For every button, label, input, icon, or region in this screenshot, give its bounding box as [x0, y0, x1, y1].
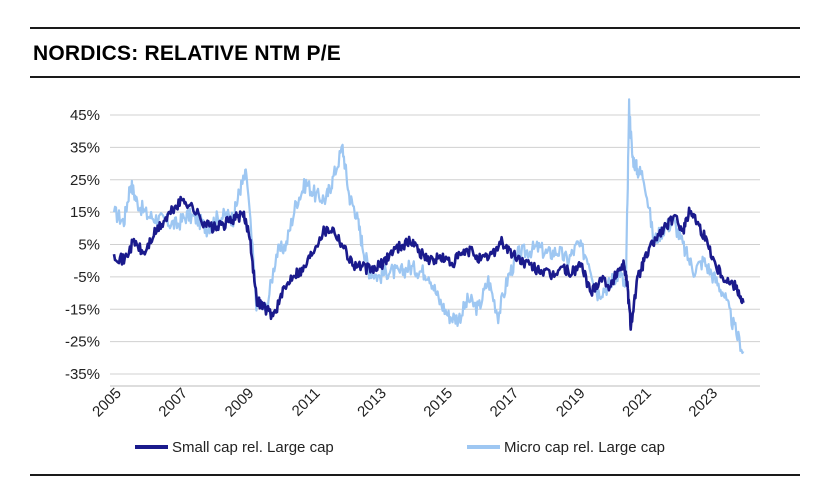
y-tick-label: -35%	[65, 366, 100, 383]
top-rule	[30, 27, 800, 29]
x-tick-label: 2017	[487, 385, 523, 421]
y-tick-label: -15%	[65, 301, 100, 318]
y-tick-label: 5%	[78, 237, 100, 254]
x-tick-label: 2007	[155, 385, 191, 421]
chart-title: NORDICS: RELATIVE NTM P/E	[33, 42, 341, 65]
y-tick-label: 35%	[70, 139, 100, 156]
x-tick-label: 2023	[685, 385, 721, 421]
series-line-micro-cap	[112, 98, 745, 355]
x-tick-label: 2019	[553, 385, 589, 421]
y-tick-label: 25%	[70, 172, 100, 189]
x-tick-label: 2011	[289, 385, 324, 420]
bottom-rule	[30, 474, 800, 476]
y-tick-label: 45%	[70, 107, 100, 124]
legend: Small cap rel. Large cap Micro cap rel. …	[135, 439, 665, 456]
x-tick-label: 2021	[619, 385, 655, 421]
x-axis: 2005 2007 2009 2011 2013 2015 2017 2019 2021 2023	[89, 385, 760, 421]
legend-label-micro-cap: Micro cap rel. Large cap	[504, 439, 665, 456]
y-tick-label: -25%	[65, 334, 100, 351]
series-line-small-cap	[112, 195, 745, 331]
x-tick-label: 2005	[89, 385, 125, 421]
legend-label-small-cap: Small cap rel. Large cap	[172, 439, 334, 456]
series-lines	[112, 98, 745, 355]
title-underline	[30, 76, 800, 78]
gridlines	[110, 114, 760, 375]
y-axis: 45% 35% 25% 15% 5% -5% -15% -25% -35%	[65, 107, 100, 383]
x-tick-label: 2009	[222, 385, 258, 421]
x-tick-label: 2015	[420, 385, 456, 421]
x-tick-label: 2013	[354, 385, 390, 421]
y-tick-label: -5%	[73, 269, 100, 286]
y-tick-label: 15%	[70, 204, 100, 221]
